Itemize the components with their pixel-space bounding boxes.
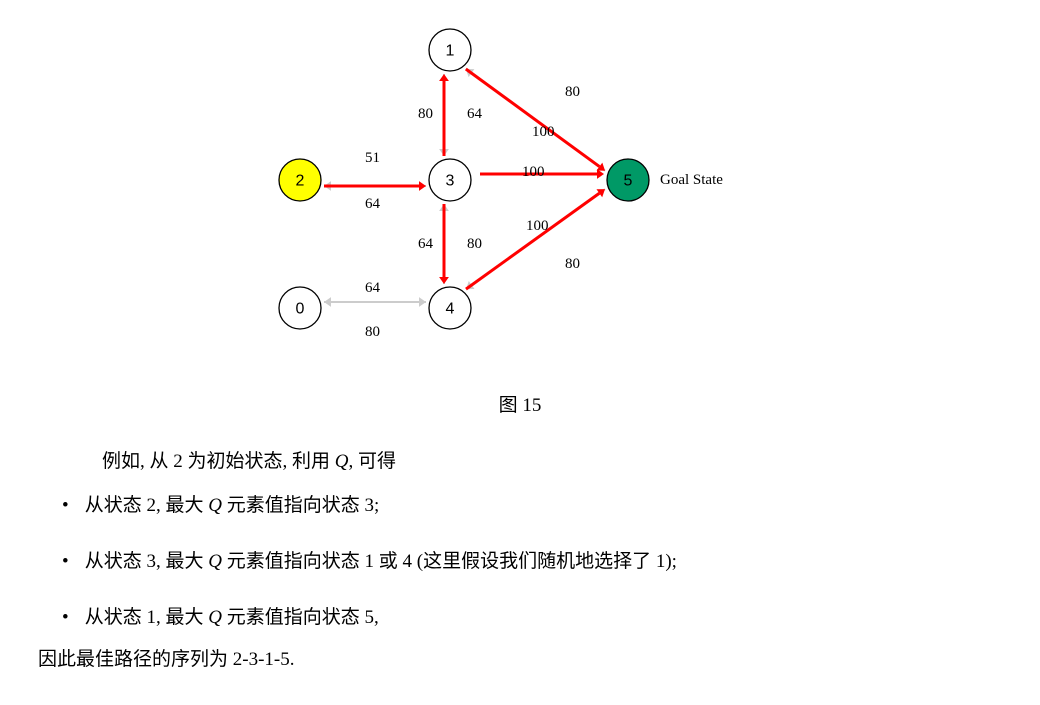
state-node-label-2: 2 <box>296 173 305 190</box>
state-node-label-4: 4 <box>446 301 455 318</box>
edge-label: 80 <box>467 236 482 252</box>
bullet-item-1: • 从状态 2, 最大 Q 元素值指向状态 3; <box>62 490 379 517</box>
edge-label: 64 <box>365 280 381 296</box>
edge-label: 100 <box>532 124 555 140</box>
bullet-1-p1: 从状态 2, 最大 <box>85 495 209 516</box>
edge-label: 64 <box>467 106 483 122</box>
state-node-label-3: 3 <box>446 173 455 190</box>
bullet-dot: • <box>62 495 80 517</box>
bullet-2-p1: 从状态 3, 最大 <box>85 551 209 572</box>
bullet-1-var: Q <box>208 495 222 516</box>
state-node-label-5: 5 <box>624 173 633 190</box>
intro-paragraph: 例如, 从 2 为初始状态, 利用 Q, 可得 <box>102 448 396 477</box>
bullet-item-3: • 从状态 1, 最大 Q 元素值指向状态 5, <box>62 602 379 629</box>
intro-prefix: 例如, 从 2 为初始状态, 利用 <box>102 451 335 472</box>
figure-caption: 图 15 <box>0 390 1040 417</box>
goal-state-label: Goal State <box>660 172 723 188</box>
intro-var: Q <box>335 451 349 472</box>
conclusion: 因此最佳路径的序列为 2-3-1-5. <box>38 646 294 675</box>
state-graph: 51 64 80 64 80 64 64 80 100 80 100 100 80 0 1 2 3 4 5 Goa… <box>0 0 1040 370</box>
bullet-1-p2: 元素值指向状态 3; <box>222 495 379 516</box>
bullet-3-var: Q <box>208 607 222 628</box>
bullet-3-p2: 元素值指向状态 5, <box>222 607 379 628</box>
state-node-label-1: 1 <box>446 43 455 60</box>
edge-label: 80 <box>565 84 580 100</box>
page-root: 51 64 80 64 80 64 64 80 100 80 100 100 80 0 1 2 3 4 5 Goa… <box>0 0 1040 705</box>
bullet-dot: • <box>62 551 80 573</box>
edge-label: 80 <box>418 106 433 122</box>
edge-label: 80 <box>365 324 380 340</box>
bullet-item-2: • 从状态 3, 最大 Q 元素值指向状态 1 或 4 (这里假设我们随机地选择… <box>62 546 677 573</box>
bullet-2-p2: 元素值指向状态 1 或 4 (这里假设我们随机地选择了 1); <box>222 551 677 572</box>
edge-label: 100 <box>526 218 549 234</box>
bullet-3-p1: 从状态 1, 最大 <box>85 607 209 628</box>
edge-label: 80 <box>565 256 580 272</box>
edge-label: 64 <box>365 196 381 212</box>
bullet-2-var: Q <box>208 551 222 572</box>
state-node-label-0: 0 <box>296 301 305 318</box>
bullet-dot: • <box>62 607 80 629</box>
edge-label: 64 <box>418 236 434 252</box>
edge-label: 51 <box>365 150 380 166</box>
intro-suffix: , 可得 <box>349 451 397 472</box>
edge-label: 100 <box>522 164 545 180</box>
